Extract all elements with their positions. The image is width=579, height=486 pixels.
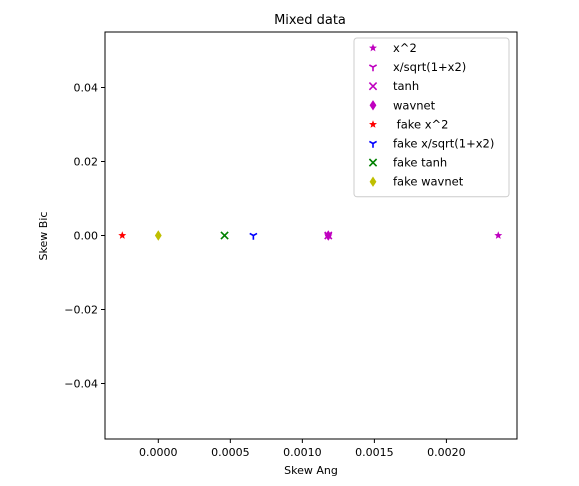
data-point xyxy=(220,231,229,240)
y-tick-label: 0.00 xyxy=(74,230,99,243)
data-point xyxy=(154,230,162,241)
legend-marker xyxy=(369,176,377,187)
legend-entry-label: tanh xyxy=(393,79,419,93)
y-axis-ticks: 0.04 0.02 0.00 −0.02 −0.04 xyxy=(64,82,105,391)
x-axis-label: Skew Ang xyxy=(284,464,338,477)
legend-marker xyxy=(368,158,378,167)
x-tick-label: 0.0010 xyxy=(283,446,322,459)
data-points xyxy=(118,230,503,241)
y-axis-label: Skew Bic xyxy=(37,212,50,261)
chart-title: Mixed data xyxy=(274,13,346,28)
data-point xyxy=(494,231,503,239)
legend-entry-label: fake x^2 xyxy=(393,117,449,131)
legend-marker xyxy=(369,43,377,52)
legend-marker xyxy=(369,120,377,128)
x-tick-label: 0.0000 xyxy=(139,446,178,459)
legend-entry-label: fake x/sqrt(1+x2) xyxy=(393,137,494,151)
legend-box xyxy=(353,37,510,198)
data-point xyxy=(118,231,127,239)
y-tick-label: 0.02 xyxy=(74,156,99,169)
x-tick-label: 0.0020 xyxy=(427,446,466,459)
y-tick-label: −0.04 xyxy=(64,378,98,391)
y-tick-label: −0.02 xyxy=(64,304,98,317)
data-point xyxy=(249,232,258,240)
legend-entry-label: fake wavnet xyxy=(393,175,464,189)
legend-entry-label: fake tanh xyxy=(393,156,447,170)
x-tick-label: 0.0005 xyxy=(211,446,250,459)
legend-marker xyxy=(368,64,378,72)
legend-marker xyxy=(368,140,378,148)
x-tick-label: 0.0015 xyxy=(355,446,394,459)
legend-entry-label: wavnet xyxy=(393,98,436,112)
legend: x^2 x/sqrt(1+x2) tanh wavnet fake x^2 fake x… xyxy=(353,37,510,198)
x-axis-ticks: 0.0000 0.0005 0.0010 0.0015 0.0020 xyxy=(139,439,466,459)
legend-entry-label: x^2 xyxy=(393,41,417,55)
legend-entry-label: x/sqrt(1+x2) xyxy=(393,60,466,74)
y-tick-label: 0.04 xyxy=(74,82,99,95)
data-point xyxy=(324,230,332,241)
legend-marker xyxy=(369,100,377,111)
legend-marker xyxy=(368,82,378,91)
